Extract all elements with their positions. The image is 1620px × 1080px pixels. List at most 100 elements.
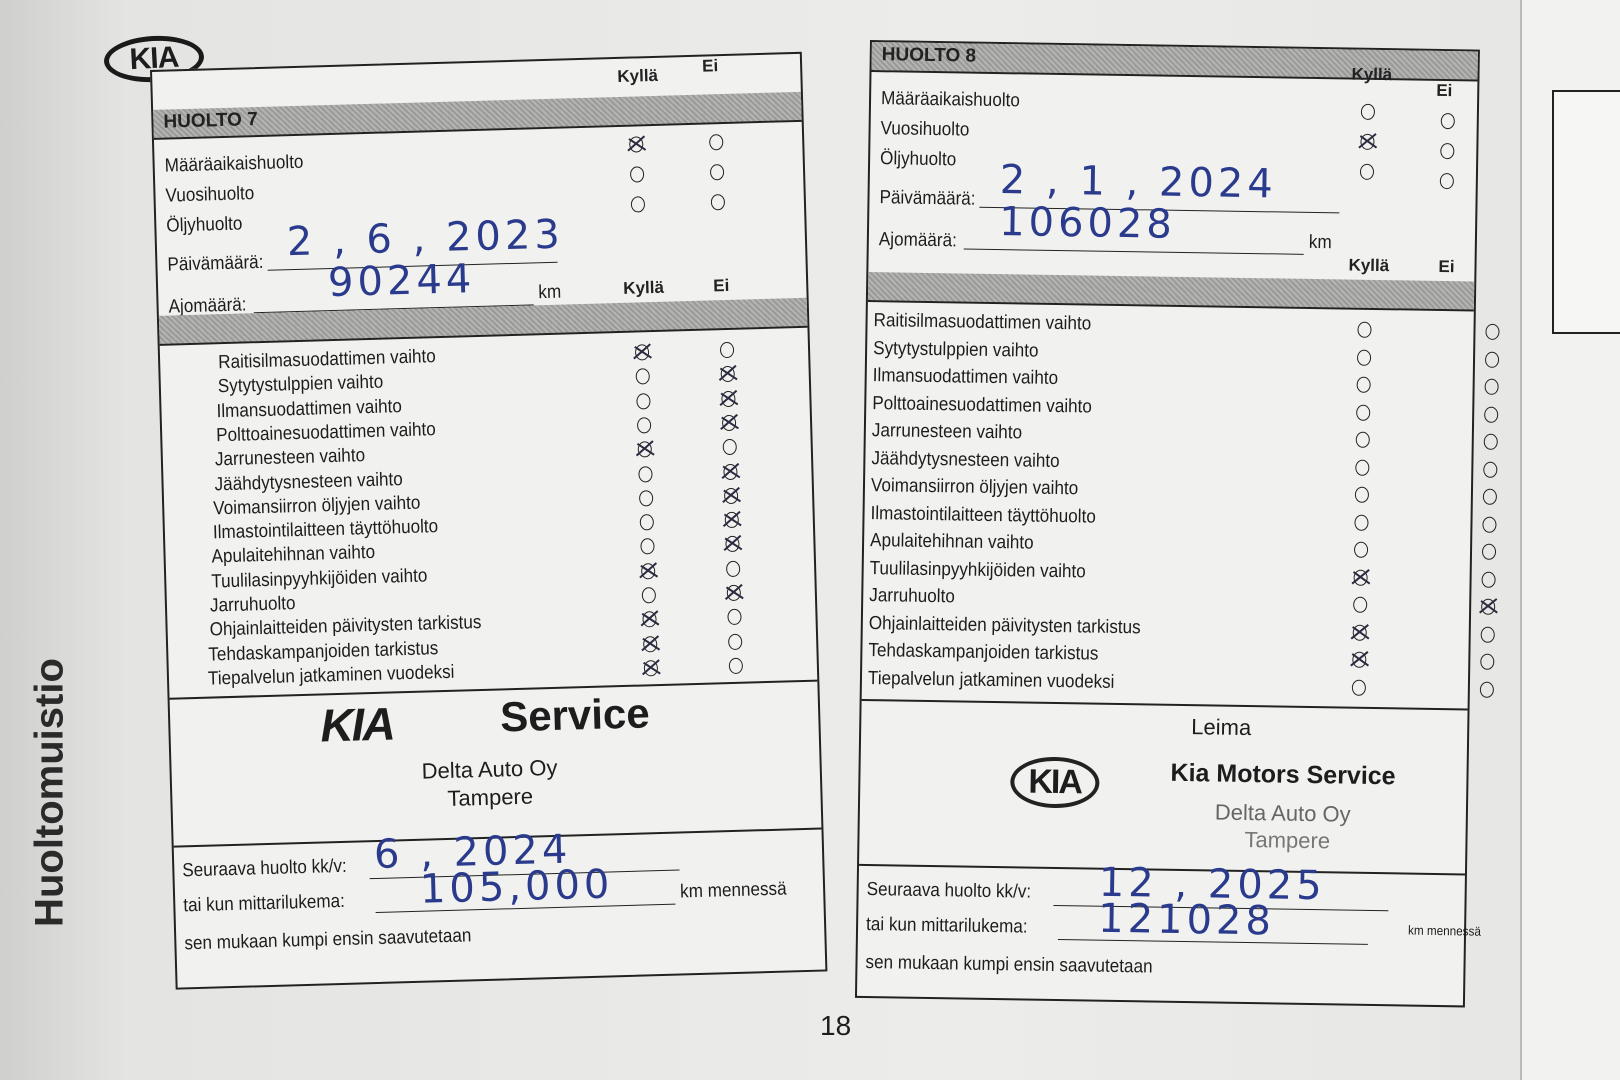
checklist-item-label: Raitisilmasuodattimen vaihto <box>873 310 1092 335</box>
next-page-edge <box>1520 0 1620 1080</box>
yes-checkbox[interactable] <box>1354 514 1369 531</box>
yes-checkbox[interactable] <box>637 441 653 458</box>
yes-checkbox[interactable] <box>1356 376 1371 393</box>
no-checkbox[interactable] <box>726 584 742 602</box>
no-checkbox[interactable] <box>721 414 737 432</box>
checklist-item-label: Tiepalvelun jatkaminen vuodeksi <box>867 667 1115 693</box>
service-type-label: Vuosihuolto <box>165 183 255 207</box>
checklist-item-label: Ilmastointilaitteen täyttöhuolto <box>212 516 438 544</box>
yes-checkbox[interactable] <box>1352 624 1367 641</box>
side-title: Huoltomuistio <box>27 658 72 927</box>
checklist-item-label: Ilmansuodattimen vaihto <box>216 395 403 422</box>
stamp-service-name: Kia Motors Service <box>1170 758 1396 791</box>
checklist-item-label: Ilmansuodattimen vaihto <box>872 365 1059 389</box>
meter-label: tai kun mittarilukema: <box>183 891 346 917</box>
yes-checkbox[interactable] <box>1351 679 1367 696</box>
no-checkbox[interactable] <box>723 463 738 480</box>
no-checkbox[interactable] <box>725 560 741 577</box>
no-checkbox[interactable] <box>1484 351 1500 368</box>
no-checkbox[interactable] <box>728 657 744 674</box>
yes-checkbox[interactable] <box>638 489 654 507</box>
yes-checkbox[interactable] <box>636 392 651 410</box>
checklist-item-label: Tehdaskampanjoiden tarkistus <box>208 637 439 666</box>
checklist-item-label: Tuulilasinpyyhkijöiden vaihto <box>210 565 428 593</box>
yes-checkbox[interactable] <box>1352 651 1367 668</box>
stamp-kia-logo: KIA <box>1009 756 1100 809</box>
yes-checkbox[interactable] <box>1353 569 1368 586</box>
meter-unit: km mennessä <box>679 878 787 903</box>
no-checkbox[interactable] <box>721 390 736 407</box>
no-checkbox[interactable] <box>1481 543 1497 560</box>
no-checkbox[interactable] <box>725 536 740 553</box>
checklist-header <box>867 272 1475 312</box>
no-checkbox[interactable] <box>709 164 725 181</box>
checklist-item-label: Ilmastointilaitteen täyttöhuolto <box>870 502 1096 528</box>
yes-checkbox[interactable] <box>640 538 655 555</box>
no-checkbox[interactable] <box>719 341 735 359</box>
yes-checkbox[interactable] <box>639 514 655 531</box>
no-checkbox[interactable] <box>1482 516 1497 533</box>
card-title: HUOLTO 7 <box>163 109 259 133</box>
no-checkbox[interactable] <box>1483 461 1498 478</box>
yes-checkbox[interactable] <box>629 136 644 153</box>
no-checkbox[interactable] <box>724 511 740 529</box>
next-page-card <box>1552 90 1620 334</box>
no-checkbox[interactable] <box>1484 406 1499 423</box>
yes-checkbox[interactable] <box>1360 103 1376 120</box>
no-checkbox[interactable] <box>1480 626 1495 643</box>
yes-checkbox[interactable] <box>636 417 652 434</box>
no-checkbox[interactable] <box>1439 172 1454 190</box>
stamp-dealer: Delta Auto Oy <box>421 755 558 784</box>
yes-checkbox[interactable] <box>638 465 653 483</box>
yes-checkbox[interactable] <box>629 166 645 183</box>
yes-checkbox[interactable] <box>642 635 658 653</box>
yes-checkbox[interactable] <box>1353 596 1368 613</box>
checklist-item-label: Ohjainlaitteiden päivitysten tarkistus <box>868 612 1141 638</box>
stamp-city: Tampere <box>447 783 534 812</box>
yes-checkbox[interactable] <box>1353 541 1369 558</box>
no-checkbox[interactable] <box>1440 142 1455 160</box>
checklist-item-label: Jäähdytysnesteen vaihto <box>871 447 1060 472</box>
no-checkbox[interactable] <box>1484 378 1499 395</box>
no-checkbox[interactable] <box>1485 323 1500 340</box>
no-checkbox[interactable] <box>1479 681 1495 698</box>
no-checkbox[interactable] <box>1481 571 1496 588</box>
no-checkbox[interactable] <box>1481 598 1496 615</box>
mileage-value: 90244 <box>327 256 476 307</box>
yes-checkbox[interactable] <box>1355 431 1370 448</box>
yes-checkbox[interactable] <box>642 611 657 628</box>
no-checkbox[interactable] <box>1483 433 1498 450</box>
yes-checkbox[interactable] <box>641 587 657 604</box>
no-checkbox[interactable] <box>727 608 742 626</box>
no-checkbox[interactable] <box>722 438 737 456</box>
yes-checkbox[interactable] <box>1356 349 1372 366</box>
yes-column-label: Kyllä <box>617 65 659 86</box>
yes-checkbox[interactable] <box>630 196 646 213</box>
checklist-item-label: Jarruhuolto <box>209 593 296 617</box>
yes-checkbox[interactable] <box>1359 163 1375 180</box>
footer-note: sen mukaan kumpi ensin saavutetaan <box>184 925 472 955</box>
km-unit: km <box>1308 231 1332 254</box>
yes-checkbox[interactable] <box>1357 321 1372 338</box>
service-type-label: Määräaikaishuolto <box>880 88 1021 112</box>
km-unit: km <box>538 281 562 304</box>
yes-checkbox[interactable] <box>635 368 650 385</box>
no-checkbox[interactable] <box>720 366 735 383</box>
no-checkbox[interactable] <box>710 194 726 211</box>
stamp-city: Tampere <box>1244 826 1331 854</box>
yes-checkbox[interactable] <box>634 344 650 361</box>
yes-checkbox[interactable] <box>1356 404 1371 421</box>
no-checkbox[interactable] <box>727 633 743 650</box>
stamp-heading: Leima <box>1191 714 1252 741</box>
no-checkbox[interactable] <box>1440 112 1455 130</box>
yes-checkbox[interactable] <box>1354 486 1370 503</box>
no-checkbox[interactable] <box>709 134 724 151</box>
footer-note: sen mukaan kumpi ensin saavutetaan <box>865 952 1153 978</box>
yes-checkbox[interactable] <box>643 659 659 677</box>
yes-checkbox[interactable] <box>1360 133 1375 150</box>
no-checkbox[interactable] <box>1480 653 1495 670</box>
no-checkbox[interactable] <box>723 487 739 504</box>
yes-checkbox[interactable] <box>640 562 656 580</box>
no-checkbox[interactable] <box>1482 488 1498 505</box>
yes-checkbox[interactable] <box>1355 459 1370 476</box>
